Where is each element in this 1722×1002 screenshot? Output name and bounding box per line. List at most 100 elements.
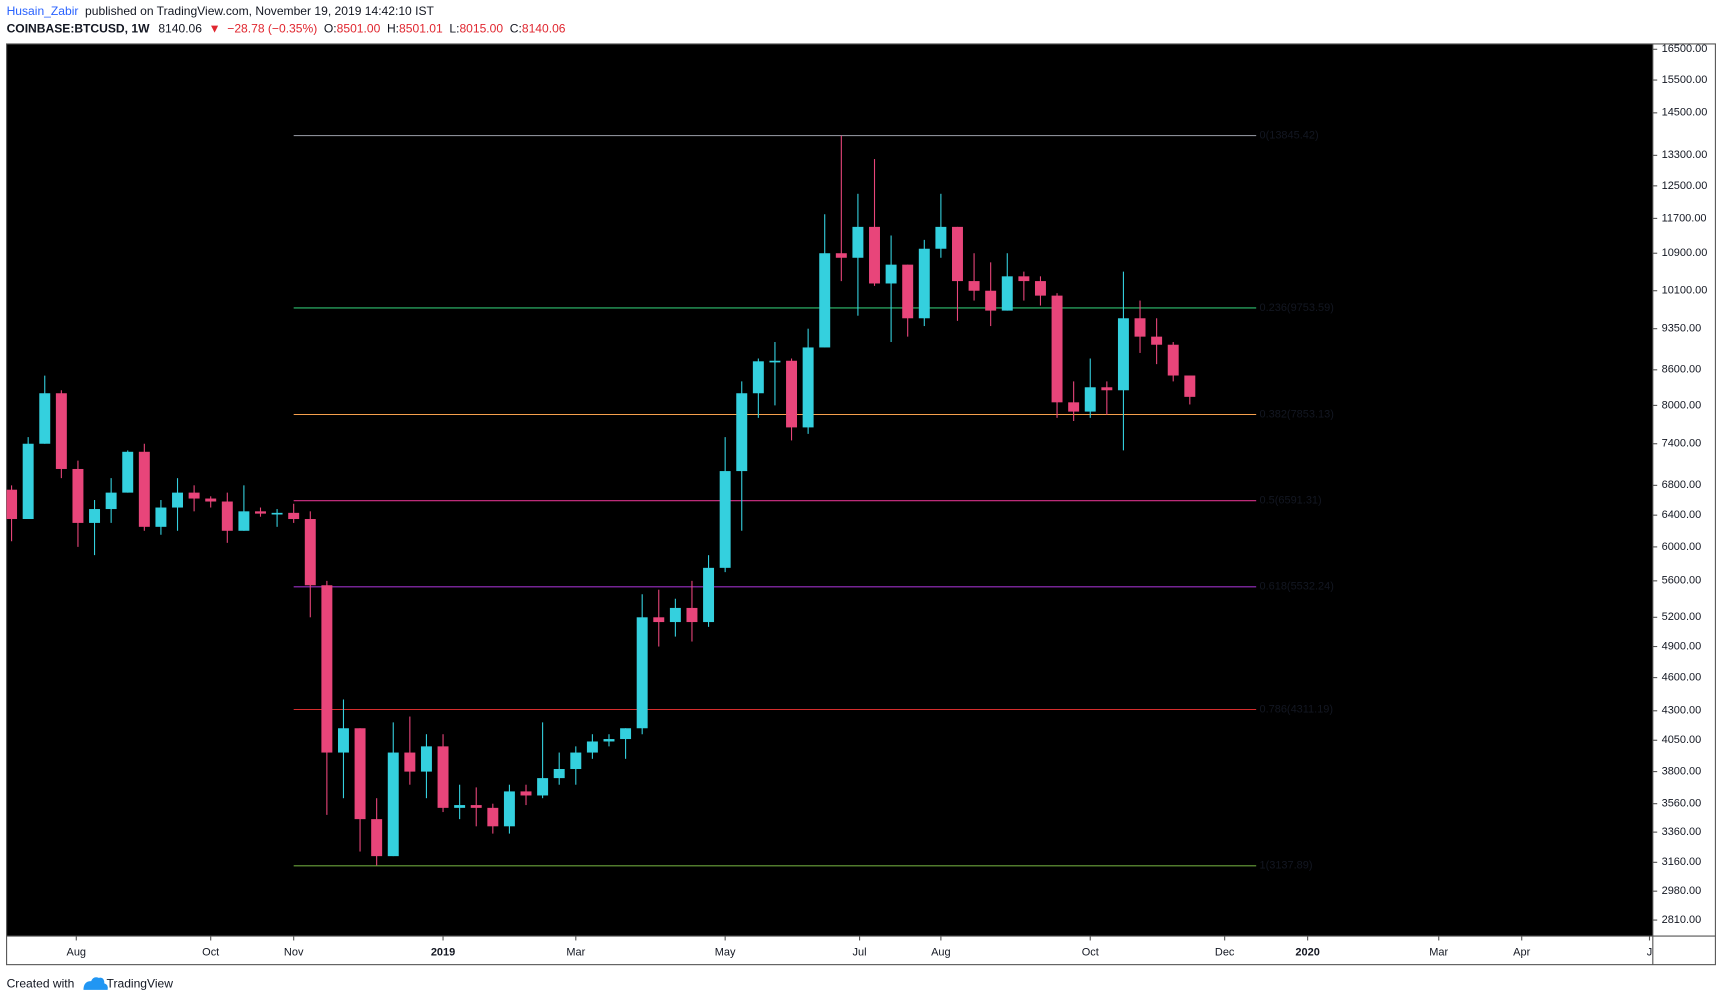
candle-body: [487, 807, 499, 827]
x-tick-label: Jul: [853, 946, 867, 958]
y-tick-label: 2810.00: [1662, 914, 1702, 926]
candle-body: [1184, 375, 1196, 397]
candle-body: [802, 347, 814, 428]
ohlc-value: 8501.00: [337, 22, 381, 36]
fib-label: 0(13845.42): [1259, 129, 1318, 141]
candle-body: [387, 752, 399, 857]
candle-body: [586, 741, 598, 753]
x-tick-label: Dec: [1215, 946, 1235, 958]
x-tick-label: Oct: [1082, 946, 1099, 958]
y-tick-label: 5200.00: [1662, 611, 1702, 623]
candle-body: [288, 512, 300, 520]
y-tick-label: 3360.00: [1662, 826, 1702, 838]
candle-body: [570, 752, 582, 770]
y-tick-label: 6800.00: [1662, 479, 1702, 491]
x-tick-label: Aug: [931, 946, 951, 958]
candle-body: [703, 567, 715, 623]
candle-body: [1051, 295, 1063, 403]
published: published on TradingView.com, November 1…: [85, 4, 434, 18]
fib-label: 0.618(5532.24): [1259, 581, 1333, 593]
x-tick-label: Nov: [284, 946, 304, 958]
candle-body: [122, 451, 134, 493]
candle-body: [1134, 318, 1146, 337]
candle-body: [885, 264, 897, 284]
candle-body: [404, 752, 416, 772]
candle-body: [454, 805, 466, 808]
logo-cloud: [83, 977, 108, 990]
candle-body: [1117, 318, 1129, 391]
y-tick-label: 10100.00: [1662, 285, 1708, 297]
y-tick-label: 6400.00: [1662, 509, 1702, 521]
y-tick-label: 16500.00: [1662, 43, 1708, 55]
ohlc-value: 8015.00: [459, 22, 503, 36]
publish-line: Husain_Zabir published on TradingView.co…: [7, 4, 435, 18]
y-tick-label: 6000.00: [1662, 541, 1702, 553]
candle-body: [819, 253, 831, 348]
candle-body: [1167, 344, 1179, 376]
candle-body: [470, 805, 482, 808]
y-tick-label: 12500.00: [1662, 180, 1708, 192]
y-tick-label: 8000.00: [1662, 399, 1702, 411]
y-tick-label: 13300.00: [1662, 149, 1708, 161]
y-tick-label: 9350.00: [1662, 323, 1702, 335]
x-tick-label: Mar: [1429, 946, 1448, 958]
candle-body: [902, 264, 914, 319]
candle-body: [1001, 276, 1013, 311]
change-arrow: ▼: [209, 22, 221, 36]
y-tick-label: 3800.00: [1662, 766, 1702, 778]
candle-body: [869, 226, 880, 284]
y-tick-label: 10900.00: [1662, 247, 1708, 259]
plot-layer: 0(13845.42) 0.236(9753.59) 0.382(7853.13) 0…: [6, 129, 1334, 872]
y-tick-label: 4600.00: [1662, 672, 1702, 684]
y-tick-label: 3160.00: [1662, 856, 1702, 868]
candle-body: [968, 281, 980, 291]
tradingview-logo[interactable]: [83, 977, 108, 990]
candle-body: [188, 492, 200, 499]
candle-body: [255, 511, 266, 514]
symbol: COINBASE:BTCUSD, 1W: [7, 22, 150, 36]
symbol-line: COINBASE:BTCUSD, 1W 8140.06 ▼ −28.78 (−0…: [7, 22, 566, 36]
candle-body: [719, 471, 731, 568]
candle-body: [205, 498, 217, 502]
y-tick-label: 3560.00: [1662, 798, 1702, 810]
candle-body: [520, 791, 532, 796]
ohlc-key: H:: [387, 22, 399, 36]
candle-body: [503, 791, 515, 827]
author[interactable]: Husain_Zabir: [7, 4, 79, 18]
ohlc-key: O:: [324, 22, 337, 36]
x-tick-label: Mar: [566, 946, 585, 958]
candle-body: [786, 360, 798, 428]
candle-body: [172, 492, 183, 508]
candle-body: [371, 819, 383, 857]
x-tick-label: Oct: [202, 946, 219, 958]
footer-text: Created with: [7, 977, 75, 991]
candle-body: [72, 468, 84, 523]
candle-body: [835, 253, 847, 258]
x-tick-label: Aug: [67, 946, 87, 958]
y-tick-label: 4900.00: [1662, 640, 1702, 652]
y-tick-label: 4300.00: [1662, 705, 1702, 717]
candle-body: [22, 443, 34, 520]
candle-body: [89, 509, 101, 523]
footer-brand[interactable]: TradingView: [107, 977, 174, 991]
last-price: 8140.06: [158, 22, 202, 36]
candle-body: [752, 361, 764, 394]
candle-body: [105, 492, 117, 510]
fib-label: 0.786(4311.19): [1259, 703, 1333, 715]
x-tick-label: May: [715, 946, 736, 958]
plot-area: [6, 43, 1653, 937]
x-tick-label: 2019: [431, 946, 455, 958]
candle-body: [1084, 387, 1096, 412]
candle-body: [669, 607, 681, 623]
y-tick-label: 5600.00: [1662, 575, 1702, 587]
candle-body: [653, 617, 665, 623]
candle-body: [603, 739, 615, 742]
candle-body: [1101, 387, 1113, 391]
candle-body: [852, 226, 864, 258]
y-tick-label: 15500.00: [1662, 74, 1708, 86]
fib-label: 0.382(7853.13): [1259, 408, 1333, 420]
candle-body: [354, 728, 366, 820]
ohlc-key: C:: [510, 22, 522, 36]
candle-body: [537, 778, 549, 796]
